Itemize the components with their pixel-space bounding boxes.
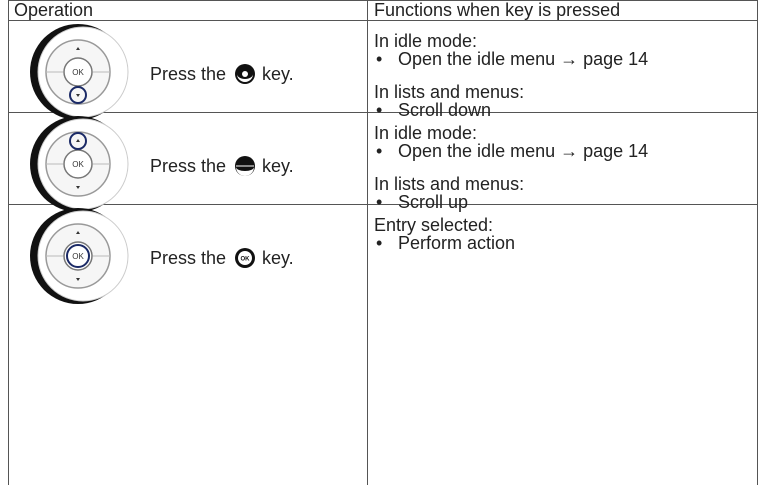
function-item: Perform action [398,233,516,253]
highlight [66,244,90,268]
operation-text: key. [262,156,294,176]
up-arrow [76,231,80,234]
function-item: Open the idle menu → page 14 [398,141,649,161]
function-heading: In idle mode: [374,123,478,143]
navigator-icon: OK [30,208,129,304]
function-item: Scroll down [398,100,492,120]
down-arrow [76,186,80,189]
border [757,0,758,485]
border [8,20,758,21]
up-arrow [76,47,80,50]
key-center [242,71,248,77]
up-arrow [76,139,80,142]
bullet: • [376,141,383,161]
function-heading: In lists and menus: [374,174,525,194]
border [8,112,758,113]
down-arrow [76,278,80,281]
key-inner [238,251,252,265]
ok-button [63,241,93,271]
border [8,0,9,485]
bullet: • [376,233,383,253]
bullet: • [376,192,383,212]
key-icon [235,64,255,84]
border [8,0,758,1]
operation-text: key. [262,64,294,84]
key-label: OK [241,257,251,263]
highlight [69,86,87,104]
ok-label: OK [72,252,84,261]
key-highlight [237,74,253,82]
key-highlight [236,167,254,176]
ok-label: OK [72,68,84,77]
function-heading: In lists and menus: [374,82,525,102]
border [8,204,758,205]
function-item: Scroll up [398,192,469,212]
navigator-icon: OK [30,116,129,212]
header-cell: Functions when key is pressed [374,0,621,20]
operation-text: Press the [150,64,227,84]
operation-text: Press the [150,248,227,268]
down-arrow [76,94,80,97]
function-item: Open the idle menu → page 14 [398,49,649,69]
key-icon: OK [235,248,255,268]
border [367,0,368,485]
header-cell: Operation [14,0,94,20]
highlight [69,132,87,150]
key-icon [235,156,255,176]
function-heading: Entry selected: [374,215,494,235]
bullet: • [376,49,383,69]
function-heading: In idle mode: [374,31,478,51]
bullet: • [376,100,383,120]
navigator-icon: OK [30,24,129,120]
ok-label: OK [72,160,84,169]
operation-text: Press the [150,156,227,176]
operation-text: key. [262,248,294,268]
